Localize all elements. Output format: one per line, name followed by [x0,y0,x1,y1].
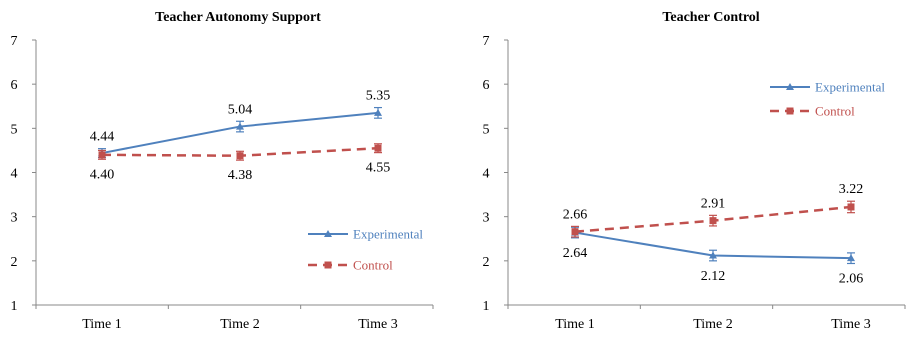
data-point [847,254,855,262]
data-label: 4.55 [366,161,391,176]
series-experimental: 4.44 5.04 5.35 [90,89,391,159]
x-tick-label: Time 1 [555,317,595,332]
y-tick-label: 4 [483,167,490,182]
y-tick-label: 7 [11,34,18,49]
data-label: 4.44 [90,130,115,145]
data-point [709,217,717,225]
series-line [101,111,379,155]
y-tick-label: 3 [483,211,490,226]
y-tick-label: 4 [11,167,18,182]
data-label: 5.04 [228,102,253,117]
y-tick-label: 1 [483,299,490,314]
data-label: 4.38 [228,168,253,183]
legend-entry-experimental: Experimental [308,227,423,242]
data-label: 3.22 [839,182,864,197]
data-point [847,203,855,211]
data-label: 2.12 [701,269,726,284]
data-label: 2.06 [839,271,864,286]
data-label: 2.66 [563,207,588,222]
x-tick-label: Time 2 [220,317,260,332]
legend-entry-control: Control [308,258,393,273]
y-tick-label: 6 [11,78,18,93]
legend-entry-experimental: Experimental [770,80,885,95]
y-tick-label: 7 [483,34,490,49]
legend-marker [324,230,332,237]
data-point [374,144,382,152]
series-control: 4.40 4.38 4.55 [90,143,391,183]
legend-label: Control [815,104,855,119]
chart-teacher-autonomy-support: Teacher Autonomy Support 1 2 3 4 5 6 7 Time 1 Tim… [11,10,434,332]
data-label: 2.64 [563,246,588,261]
chart-teacher-control: Teacher Control 1 2 3 4 5 6 7 Time 1 Time 2 Time 3… [483,10,906,332]
legend-entry-control: Control [770,104,855,119]
x-tick-label: Time 1 [82,317,122,332]
data-point [236,152,244,160]
data-point [236,122,244,130]
data-point [374,108,382,116]
data-point [98,151,106,159]
data-point [709,251,717,259]
chart-title: Teacher Control [662,10,759,25]
series-experimental: 2.64 2.12 2.06 [563,226,864,286]
y-tick-label: 3 [11,211,18,226]
y-tick-label: 1 [11,299,18,314]
chart-title: Teacher Autonomy Support [155,10,321,25]
legend-label: Experimental [353,227,423,242]
y-tick-label: 5 [11,122,18,137]
y-tick-label: 6 [483,78,490,93]
y-tick-label: 2 [483,255,490,270]
data-label: 2.91 [701,196,726,211]
x-tick-label: Time 2 [693,317,733,332]
legend-marker [786,107,794,115]
x-tick-label: Time 3 [358,317,398,332]
legend-label: Experimental [815,80,885,95]
x-tick-label: Time 3 [831,317,871,332]
y-tick-label: 5 [483,122,490,137]
legend-label: Control [353,258,393,273]
data-label: 4.40 [90,167,115,182]
data-point [571,228,579,236]
series-control: 2.66 2.91 3.22 [563,182,864,238]
legend-marker [324,261,332,269]
legend-marker [786,83,794,90]
data-label: 5.35 [366,89,391,104]
y-tick-label: 2 [11,255,18,270]
